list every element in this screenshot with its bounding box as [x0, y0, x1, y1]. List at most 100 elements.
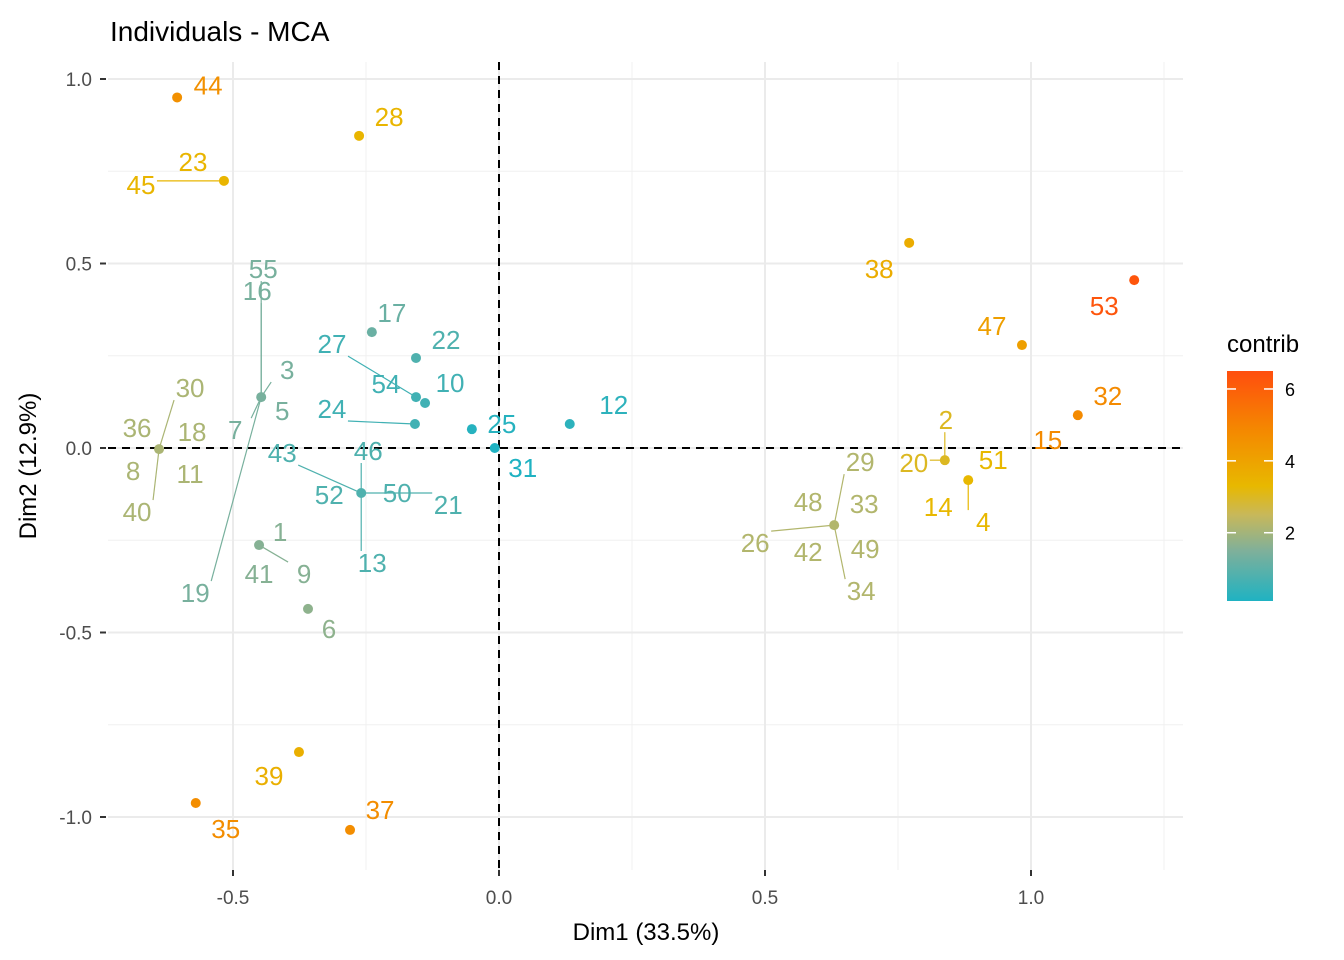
x-tick-label: 0.0 — [486, 888, 512, 909]
point-label-40: 40 — [123, 497, 152, 527]
colorbar-ticks: 2 4 6 — [1227, 380, 1295, 544]
point-label-5: 5 — [275, 396, 289, 426]
label-connector — [771, 524, 835, 532]
y-tick-label: 0.0 — [66, 439, 92, 460]
label-connector — [347, 355, 417, 398]
point-label-2: 2 — [939, 405, 953, 435]
point-label-32: 32 — [1093, 381, 1122, 411]
point-label-55: 55 — [249, 254, 278, 284]
point-32-15 — [1072, 410, 1083, 421]
point-label-24: 24 — [317, 394, 346, 424]
x-tick-label: 1.0 — [1018, 888, 1044, 909]
reference-lines — [108, 62, 1183, 870]
point-label-34: 34 — [847, 576, 876, 606]
x-tick-label: 0.5 — [752, 888, 778, 909]
x-tick-label: -0.5 — [217, 888, 250, 909]
point-30-36-18-8-11-40 — [154, 444, 165, 455]
y-tick-label: 1.0 — [66, 70, 92, 91]
label-connector — [297, 464, 362, 494]
label-connector — [833, 474, 845, 526]
point-25 — [466, 424, 477, 435]
point-label-50: 50 — [383, 478, 412, 508]
point-label-42: 42 — [794, 537, 823, 567]
point-10 — [420, 397, 431, 408]
legend: contrib 2 4 6 — [1227, 331, 1299, 601]
point-label-3: 3 — [280, 355, 294, 385]
point-51-14-4 — [963, 475, 974, 486]
chart-title: Individuals - MCA — [110, 16, 330, 47]
point-label-51: 51 — [979, 445, 1008, 475]
axes: -0.5 0.0 0.5 1.0 -1.0 -0.5 0.0 0.5 1.0 — [59, 70, 1044, 909]
point-label-28: 28 — [375, 102, 404, 132]
x-axis-title: Dim1 (33.5%) — [573, 919, 720, 946]
label-connector — [258, 544, 289, 563]
point-label-1: 1 — [273, 517, 287, 547]
point-label-23: 23 — [178, 147, 207, 177]
point-label-31: 31 — [508, 453, 537, 483]
point-12 — [564, 419, 575, 430]
point-24 — [409, 419, 420, 430]
point-label-11: 11 — [177, 459, 204, 489]
point-label-17: 17 — [377, 298, 406, 328]
point-label-12: 12 — [599, 390, 628, 420]
point-29-48-33-26-42-49-34 — [829, 520, 840, 531]
point-label-18: 18 — [178, 417, 207, 447]
point-6 — [303, 603, 314, 614]
point-label-43: 43 — [268, 438, 297, 468]
point-label-44: 44 — [194, 70, 223, 100]
point-label-36: 36 — [123, 413, 152, 443]
point-label-27: 27 — [318, 329, 347, 359]
point-39 — [293, 747, 304, 758]
point-label-29: 29 — [846, 447, 875, 477]
point-label-38: 38 — [865, 254, 894, 284]
label-connector — [210, 396, 262, 582]
point-17 — [366, 327, 377, 338]
point-31 — [489, 443, 500, 453]
label-connector — [158, 399, 175, 450]
colorbar — [1227, 371, 1273, 601]
point-35 — [190, 797, 201, 808]
colorbar-tick-label: 2 — [1285, 524, 1295, 544]
point-label-6: 6 — [322, 614, 336, 644]
point-label-20: 20 — [899, 448, 928, 478]
colorbar-tick-label: 4 — [1285, 452, 1295, 472]
point-label-13: 13 — [358, 548, 387, 578]
point-38 — [904, 237, 915, 248]
point-label-21: 21 — [434, 490, 463, 520]
point-label-7: 7 — [228, 415, 242, 445]
point-label-4: 4 — [976, 507, 990, 537]
y-axis-title: Dim2 (12.9%) — [15, 393, 42, 540]
point-27-54 — [411, 392, 422, 403]
point-label-26: 26 — [741, 528, 770, 558]
point-22 — [411, 352, 422, 363]
point-2-20 — [939, 455, 950, 466]
point-28 — [354, 130, 365, 141]
point-44 — [172, 92, 183, 103]
point-label-39: 39 — [255, 761, 284, 791]
point-37 — [345, 824, 356, 835]
point-label-16: 16 — [243, 276, 272, 306]
point-label-53: 53 — [1090, 291, 1119, 321]
point-43-46-52-50-21-13 — [356, 488, 367, 499]
y-tick-label: -0.5 — [59, 624, 92, 645]
grid — [108, 62, 1183, 870]
point-label-54: 54 — [372, 369, 401, 399]
point-1-41-9 — [254, 540, 265, 551]
point-label-8: 8 — [126, 456, 140, 486]
point-label-25: 25 — [487, 409, 516, 439]
label-connector — [833, 525, 846, 580]
legend-title: contrib — [1227, 331, 1299, 358]
y-tick-label: 0.5 — [66, 255, 92, 276]
point-label-30: 30 — [176, 373, 205, 403]
point-label-37: 37 — [366, 795, 395, 825]
point-label-9: 9 — [297, 559, 311, 589]
point-label-10: 10 — [436, 368, 465, 398]
point-label-49: 49 — [851, 534, 880, 564]
point-label-52: 52 — [315, 480, 344, 510]
point-label-33: 33 — [850, 489, 879, 519]
y-tick-label: -1.0 — [59, 808, 92, 829]
label-connector — [347, 420, 415, 425]
point-47 — [1016, 340, 1027, 351]
